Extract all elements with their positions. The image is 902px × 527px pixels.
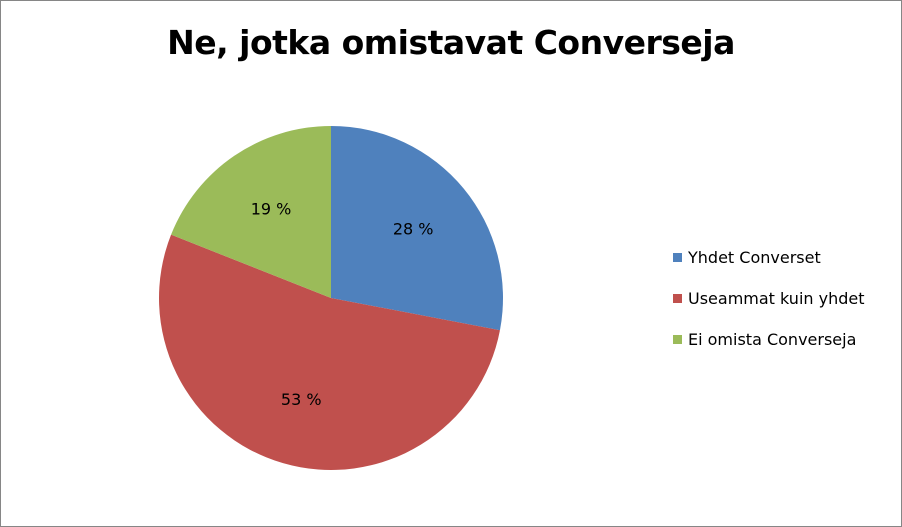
legend-swatch xyxy=(673,335,682,344)
legend: Yhdet Converset Useammat kuin yhdet Ei o… xyxy=(673,247,893,370)
legend-swatch xyxy=(673,253,682,262)
pie-slice-1 xyxy=(158,234,500,471)
legend-label: Yhdet Converset xyxy=(688,248,821,267)
legend-swatch xyxy=(673,294,682,303)
pie-slice-2 xyxy=(171,126,331,298)
legend-item-yhdet-converset: Yhdet Converset xyxy=(673,247,893,268)
legend-item-useammat-kuin-yhdet: Useammat kuin yhdet xyxy=(673,288,893,309)
legend-label: Useammat kuin yhdet xyxy=(688,289,865,308)
data-label-0: 28 % xyxy=(393,220,434,239)
legend-label: Ei omista Converseja xyxy=(688,330,857,349)
pie-slice-0 xyxy=(331,126,503,331)
legend-item-ei-omista-converseja: Ei omista Converseja xyxy=(673,329,893,350)
chart-title: Ne, jotka omistavat Converseja xyxy=(167,23,735,62)
pie-slices xyxy=(158,126,503,471)
pie-data-labels: 28 % 53 % 19 % xyxy=(251,199,434,409)
data-label-1: 53 % xyxy=(281,390,322,409)
data-label-2: 19 % xyxy=(251,199,292,218)
